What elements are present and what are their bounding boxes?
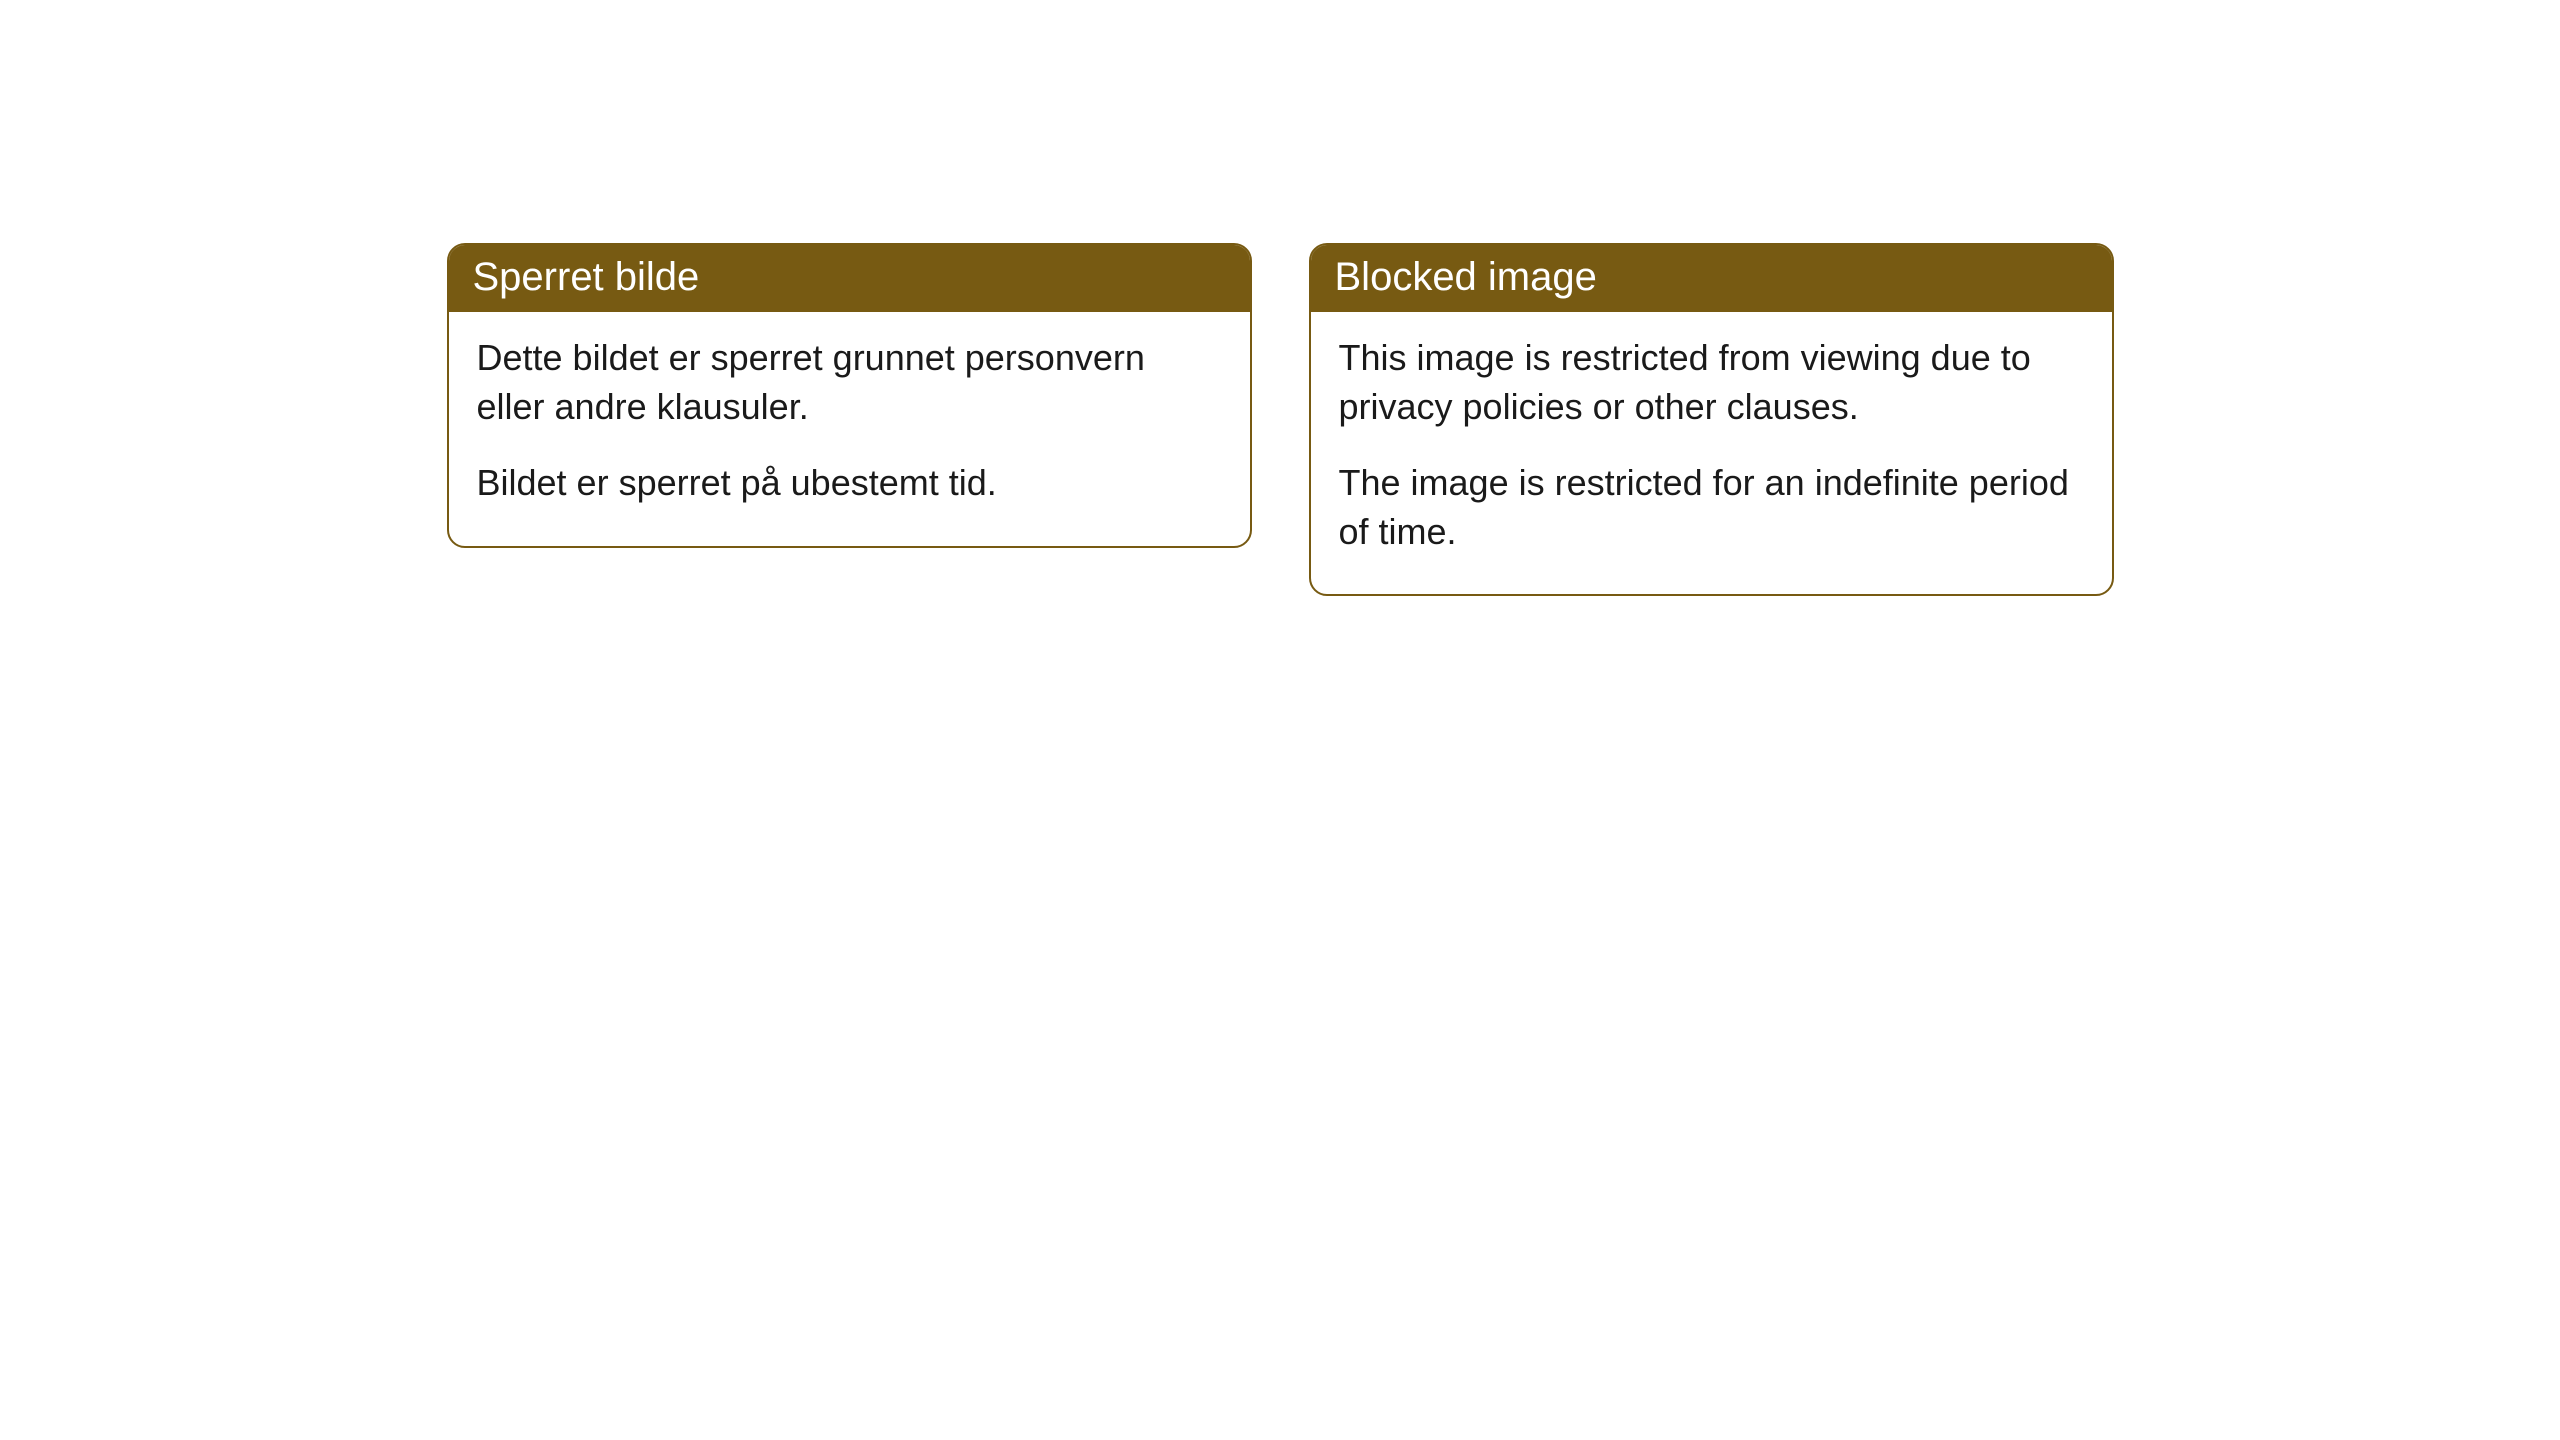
- card-body-english: This image is restricted from viewing du…: [1311, 312, 2112, 594]
- card-paragraph-1: Dette bildet er sperret grunnet personve…: [477, 334, 1222, 431]
- card-paragraph-2: Bildet er sperret på ubestemt tid.: [477, 459, 1222, 508]
- card-english: Blocked image This image is restricted f…: [1309, 243, 2114, 596]
- card-paragraph-2: The image is restricted for an indefinit…: [1339, 459, 2084, 556]
- card-header-norwegian: Sperret bilde: [449, 245, 1250, 312]
- card-header-english: Blocked image: [1311, 245, 2112, 312]
- cards-container: Sperret bilde Dette bildet er sperret gr…: [447, 243, 2114, 1440]
- card-paragraph-1: This image is restricted from viewing du…: [1339, 334, 2084, 431]
- card-body-norwegian: Dette bildet er sperret grunnet personve…: [449, 312, 1250, 546]
- card-norwegian: Sperret bilde Dette bildet er sperret gr…: [447, 243, 1252, 548]
